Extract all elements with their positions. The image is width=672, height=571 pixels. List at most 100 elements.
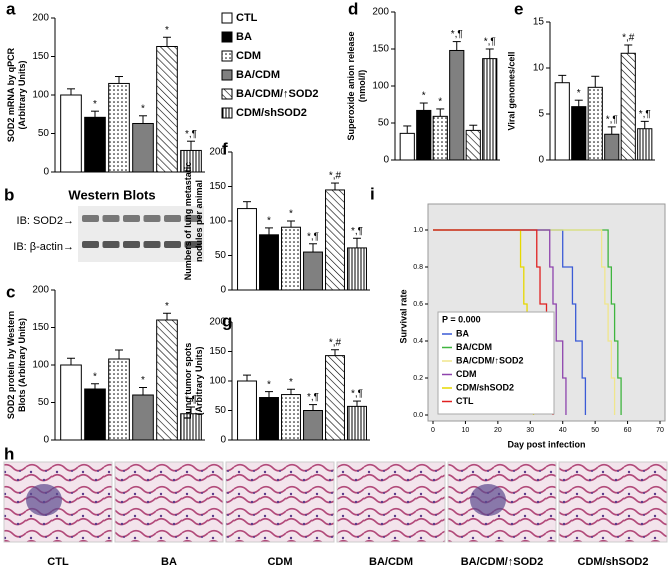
legend-label: CDM bbox=[236, 50, 261, 62]
significance-label: *,¶ bbox=[307, 392, 319, 403]
bar bbox=[84, 388, 106, 441]
y-axis-label: nodules per animal bbox=[194, 180, 204, 262]
y-tick-label: 50 bbox=[38, 397, 50, 408]
blot-row-label: IB: SOD2→ bbox=[17, 215, 74, 227]
panel-letter: b bbox=[4, 185, 14, 204]
significance-label: *,¶ bbox=[351, 389, 363, 400]
legend-swatch bbox=[221, 69, 233, 81]
annotation: P = 0.000 bbox=[442, 314, 481, 324]
legend-swatch bbox=[221, 12, 233, 24]
bar bbox=[156, 319, 178, 441]
legend-label: BA/CDM bbox=[456, 342, 492, 352]
y-axis-label: (Arbitrary Units) bbox=[194, 346, 204, 415]
significance-label: *,¶ bbox=[185, 395, 197, 406]
histology-label: BA bbox=[161, 556, 177, 568]
panel-letter: c bbox=[6, 282, 15, 301]
legend-label: BA/CDM/↑SOD2 bbox=[456, 355, 524, 365]
bar bbox=[180, 149, 202, 173]
y-tick-label: 200 bbox=[32, 285, 49, 296]
y-tick-label: 100 bbox=[209, 376, 226, 387]
significance-label: *,¶ bbox=[307, 231, 319, 242]
y-tick-label: 100 bbox=[32, 360, 49, 371]
bar bbox=[399, 132, 415, 161]
y-tick-label: 150 bbox=[209, 346, 226, 357]
significance-label: * bbox=[267, 379, 271, 390]
blot-band bbox=[123, 215, 140, 222]
y-tick-label: 150 bbox=[372, 44, 389, 55]
y-axis-label: Survival rate bbox=[398, 289, 408, 343]
blot-band bbox=[164, 215, 181, 222]
significance-label: * bbox=[141, 375, 145, 386]
significance-label: *,# bbox=[329, 337, 342, 348]
x-tick-label: 0 bbox=[431, 427, 435, 434]
bar bbox=[325, 355, 345, 441]
x-tick-label: 10 bbox=[462, 427, 470, 434]
legend-label: BA bbox=[456, 328, 469, 338]
histology-panel: h bbox=[4, 444, 14, 463]
legend-label: BA bbox=[236, 31, 252, 43]
y-tick-label: 15 bbox=[533, 17, 545, 28]
bar bbox=[449, 49, 465, 161]
blot-band bbox=[184, 241, 202, 248]
bar bbox=[637, 128, 653, 161]
legend-swatch bbox=[221, 88, 233, 100]
blot-row-label: IB: β-actin→ bbox=[13, 241, 74, 253]
bar bbox=[281, 394, 301, 441]
significance-label: *,# bbox=[329, 171, 342, 182]
legend-swatch bbox=[221, 50, 233, 62]
y-tick-label: 0.0 bbox=[413, 412, 423, 419]
significance-label: *,¶ bbox=[639, 109, 651, 120]
legend-label: CTL bbox=[236, 12, 258, 24]
y-tick-label: 0 bbox=[383, 155, 389, 166]
bar bbox=[281, 226, 301, 291]
bar bbox=[156, 45, 178, 173]
y-tick-label: 0 bbox=[220, 285, 226, 296]
histology-label: BA/CDM/↑SOD2 bbox=[461, 556, 544, 568]
bar bbox=[432, 115, 448, 161]
y-tick-label: 5 bbox=[538, 109, 544, 120]
y-tick-label: 100 bbox=[209, 216, 226, 227]
histology-label: CDM/shSOD2 bbox=[578, 556, 649, 568]
bar bbox=[132, 122, 154, 173]
histology-label: CDM bbox=[267, 556, 292, 568]
y-tick-label: 200 bbox=[209, 147, 226, 158]
blot-panel: b Western Blots IB: SOD2→ IB: β-actin→ bbox=[4, 185, 204, 262]
y-tick-label: 150 bbox=[32, 322, 49, 333]
y-axis-label: Viral genomes/cell bbox=[506, 52, 516, 131]
significance-label: * bbox=[93, 371, 97, 382]
histology-image bbox=[558, 461, 668, 543]
legend-label: CTL bbox=[456, 396, 474, 406]
bar bbox=[60, 94, 82, 173]
y-tick-label: 0.6 bbox=[413, 301, 423, 308]
y-axis-label: SOD2 mRNA by qPCR bbox=[6, 47, 16, 142]
panel-letter: a bbox=[6, 0, 16, 18]
significance-label: *,¶ bbox=[351, 226, 363, 237]
blot-band bbox=[123, 241, 140, 248]
y-tick-label: 200 bbox=[209, 317, 226, 328]
significance-label: *,¶ bbox=[185, 129, 197, 140]
blot-band bbox=[82, 215, 99, 222]
bar bbox=[325, 189, 345, 291]
y-tick-label: 150 bbox=[209, 181, 226, 192]
panel-letter: d bbox=[348, 0, 358, 18]
significance-label: *,¶ bbox=[606, 115, 618, 126]
blot-band bbox=[184, 215, 202, 222]
y-tick-label: 200 bbox=[32, 13, 49, 24]
legend-label: BA/CDM bbox=[236, 69, 280, 81]
tumor-nodule bbox=[470, 484, 506, 516]
histology-image bbox=[336, 461, 446, 543]
y-tick-label: 0 bbox=[538, 155, 544, 166]
legend-swatch bbox=[221, 31, 233, 43]
significance-label: *,¶ bbox=[484, 37, 496, 48]
y-tick-label: 100 bbox=[372, 81, 389, 92]
bar bbox=[132, 394, 154, 441]
x-tick-label: 40 bbox=[559, 427, 567, 434]
significance-label: * bbox=[165, 25, 169, 36]
bar bbox=[259, 234, 279, 291]
bar bbox=[180, 413, 202, 441]
y-tick-label: 0 bbox=[220, 435, 226, 446]
bar bbox=[620, 52, 636, 161]
blot-membrane bbox=[78, 206, 204, 262]
panel-letter: g bbox=[222, 311, 232, 330]
